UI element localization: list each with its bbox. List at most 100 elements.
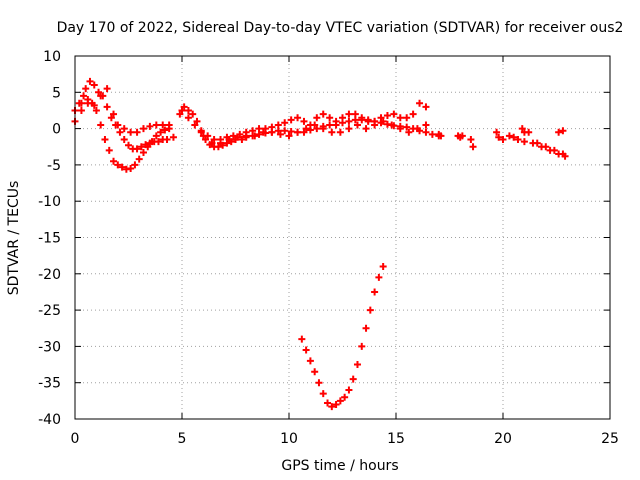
data-point: [95, 88, 103, 96]
data-point: [165, 121, 173, 129]
data-point: [353, 361, 361, 369]
data-point: [107, 114, 115, 122]
data-point: [332, 117, 340, 125]
data-point: [542, 143, 550, 151]
data-point: [139, 125, 147, 133]
data-point: [225, 135, 233, 143]
data-point: [127, 128, 135, 136]
data-point: [251, 132, 259, 140]
data-point: [97, 92, 105, 100]
data-point: [249, 127, 257, 135]
data-point: [332, 400, 340, 408]
series-arc-b: [77, 77, 177, 153]
data-point: [505, 132, 513, 140]
data-point: [191, 121, 199, 129]
data-point: [298, 335, 306, 343]
data-point: [416, 99, 424, 107]
data-point: [180, 103, 188, 111]
y-tick-label: -5: [47, 158, 61, 174]
data-point: [294, 128, 302, 136]
data-point: [229, 132, 237, 140]
data-point: [105, 146, 113, 154]
data-point: [358, 114, 366, 122]
data-point: [217, 139, 225, 147]
data-point: [396, 125, 404, 133]
data-point: [383, 112, 391, 120]
y-tick-label: -20: [38, 267, 61, 283]
data-point: [116, 128, 124, 136]
data-point: [103, 103, 111, 111]
data-point: [364, 116, 372, 124]
data-point: [396, 114, 404, 122]
data-point: [324, 399, 332, 407]
data-point: [345, 386, 353, 394]
series-arc-e: [178, 99, 430, 143]
data-point: [520, 128, 528, 136]
data-point: [495, 133, 503, 141]
y-tick-label: -15: [38, 231, 61, 247]
data-point: [326, 114, 334, 122]
data-point: [403, 114, 411, 122]
data-point: [152, 121, 160, 129]
x-axis-label: GPS time / hours: [281, 458, 398, 474]
data-point: [77, 106, 85, 114]
data-point: [349, 375, 357, 383]
data-point: [242, 132, 250, 140]
data-point: [189, 110, 197, 118]
data-point: [313, 125, 321, 133]
data-point: [255, 125, 263, 133]
y-tick-label: -35: [38, 376, 61, 392]
data-point: [326, 121, 334, 129]
data-point: [300, 128, 308, 136]
data-point: [103, 85, 111, 93]
data-point: [319, 390, 327, 398]
data-point: [336, 128, 344, 136]
data-point: [114, 161, 122, 169]
data-point: [533, 139, 541, 147]
data-point: [375, 273, 383, 281]
data-point: [97, 121, 105, 129]
data-point: [137, 143, 145, 151]
data-point: [345, 117, 353, 125]
x-tick-label: 5: [178, 431, 187, 447]
data-point: [259, 128, 267, 136]
data-point: [336, 397, 344, 405]
data-point: [311, 121, 319, 129]
data-point: [341, 393, 349, 401]
data-point: [294, 114, 302, 122]
data-point: [313, 114, 321, 122]
data-point: [114, 121, 122, 129]
data-point: [110, 110, 118, 118]
data-point: [371, 121, 379, 129]
data-point: [362, 125, 370, 133]
data-point: [358, 342, 366, 350]
series-arc-f: [199, 117, 430, 147]
data-point: [178, 106, 186, 114]
data-point: [550, 146, 558, 154]
data-point: [520, 138, 528, 146]
data-point: [159, 121, 167, 129]
data-point: [499, 135, 507, 143]
data-point: [422, 121, 430, 129]
x-tick-label: 0: [71, 431, 80, 447]
data-point: [287, 128, 295, 136]
data-point: [345, 110, 353, 118]
data-point: [561, 152, 569, 160]
data-point: [208, 139, 216, 147]
data-point: [518, 125, 526, 133]
y-tick-label: -40: [38, 412, 61, 428]
data-point: [193, 117, 201, 125]
data-point: [142, 141, 150, 149]
data-point: [379, 117, 387, 125]
x-tick-label: 20: [494, 431, 512, 447]
data-point: [80, 92, 88, 100]
data-point: [92, 106, 100, 114]
data-point: [110, 157, 118, 165]
data-point: [302, 125, 310, 133]
data-point: [274, 121, 282, 129]
x-tick-label: 25: [601, 431, 619, 447]
data-point: [379, 263, 387, 271]
data-point: [120, 135, 128, 143]
data-point: [409, 110, 417, 118]
